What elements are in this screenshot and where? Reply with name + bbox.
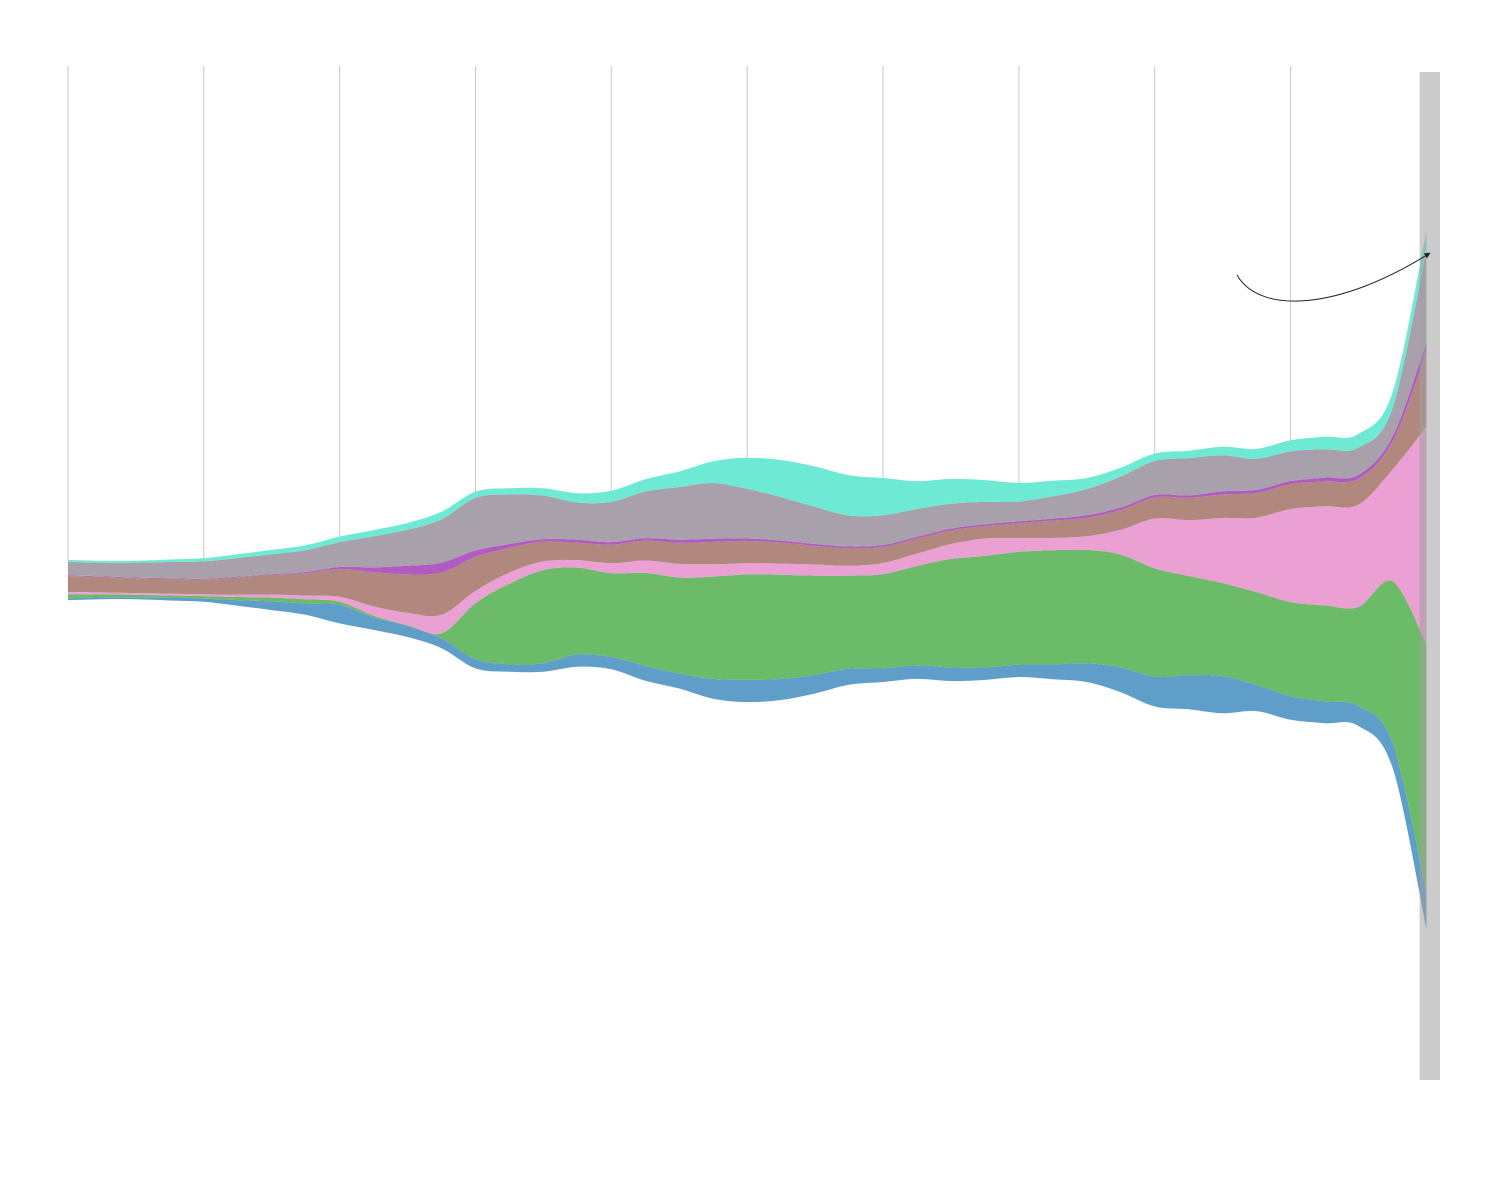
stream-layer-6	[67, 230, 1427, 563]
stream-layer-1	[67, 549, 1427, 892]
annotation-group	[1236, 252, 1431, 302]
stream-layer-3	[67, 352, 1427, 617]
stream-layer-0	[67, 597, 1427, 930]
highlight-band-group	[1419, 72, 1440, 1080]
stream-layers	[67, 230, 1427, 930]
annotation-arrow	[1236, 252, 1431, 302]
stream-layer-5	[67, 249, 1427, 579]
highlight-band	[1419, 72, 1440, 1080]
stream-layer-2	[67, 426, 1427, 644]
